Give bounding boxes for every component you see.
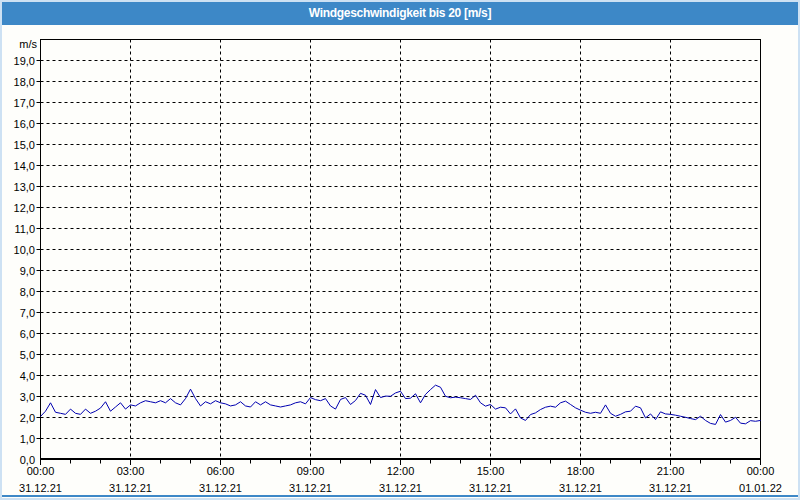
svg-text:17,0: 17,0: [14, 97, 35, 109]
svg-text:2,0: 2,0: [20, 412, 35, 424]
svg-text:12,0: 12,0: [14, 202, 35, 214]
svg-text:31.12.21: 31.12.21: [289, 482, 332, 494]
svg-text:7,0: 7,0: [20, 307, 35, 319]
svg-text:19,0: 19,0: [14, 55, 35, 67]
svg-text:31.12.21: 31.12.21: [19, 482, 62, 494]
wind-speed-chart-window: Windgeschwindigkeit bis 20 [m/s] 0,0 1,0 2…: [0, 0, 800, 500]
svg-text:03:00: 03:00: [117, 465, 145, 477]
svg-text:3,0: 3,0: [20, 391, 35, 403]
svg-text:5,0: 5,0: [20, 349, 35, 361]
svg-text:18,0: 18,0: [14, 76, 35, 88]
svg-text:4,0: 4,0: [20, 370, 35, 382]
svg-text:18:00: 18:00: [567, 465, 595, 477]
svg-text:01.01.22: 01.01.22: [739, 482, 782, 494]
svg-text:31.12.21: 31.12.21: [649, 482, 692, 494]
svg-text:m/s: m/s: [19, 38, 37, 50]
chart-title: Windgeschwindigkeit bis 20 [m/s]: [309, 6, 491, 20]
svg-text:15:00: 15:00: [477, 465, 505, 477]
svg-text:1,0: 1,0: [20, 433, 35, 445]
svg-text:31.12.21: 31.12.21: [379, 482, 422, 494]
svg-text:12:00: 12:00: [387, 465, 415, 477]
svg-text:14,0: 14,0: [14, 160, 35, 172]
svg-text:9,0: 9,0: [20, 265, 35, 277]
svg-text:11,0: 11,0: [14, 223, 35, 235]
svg-text:13,0: 13,0: [14, 181, 35, 193]
svg-text:16,0: 16,0: [14, 118, 35, 130]
chart-title-bar: Windgeschwindigkeit bis 20 [m/s]: [2, 0, 798, 25]
svg-text:6,0: 6,0: [20, 328, 35, 340]
svg-text:15,0: 15,0: [14, 139, 35, 151]
bottom-rule: [2, 495, 798, 497]
svg-text:10,0: 10,0: [14, 244, 35, 256]
svg-text:8,0: 8,0: [20, 286, 35, 298]
svg-text:06:00: 06:00: [207, 465, 235, 477]
svg-text:21:00: 21:00: [657, 465, 685, 477]
svg-text:00:00: 00:00: [747, 465, 775, 477]
svg-text:31.12.21: 31.12.21: [469, 482, 512, 494]
wind-speed-line-chart: 0,0 1,0 2,0 3,0 4,0 5,0 6,0 7,0 8,0 9,0 10,0 11,0 12…: [0, 0, 800, 500]
svg-text:31.12.21: 31.12.21: [559, 482, 602, 494]
svg-text:00:00: 00:00: [27, 465, 55, 477]
svg-text:09:00: 09:00: [297, 465, 325, 477]
svg-text:0,0: 0,0: [20, 454, 35, 466]
svg-text:31.12.21: 31.12.21: [199, 482, 242, 494]
svg-text:31.12.21: 31.12.21: [109, 482, 152, 494]
